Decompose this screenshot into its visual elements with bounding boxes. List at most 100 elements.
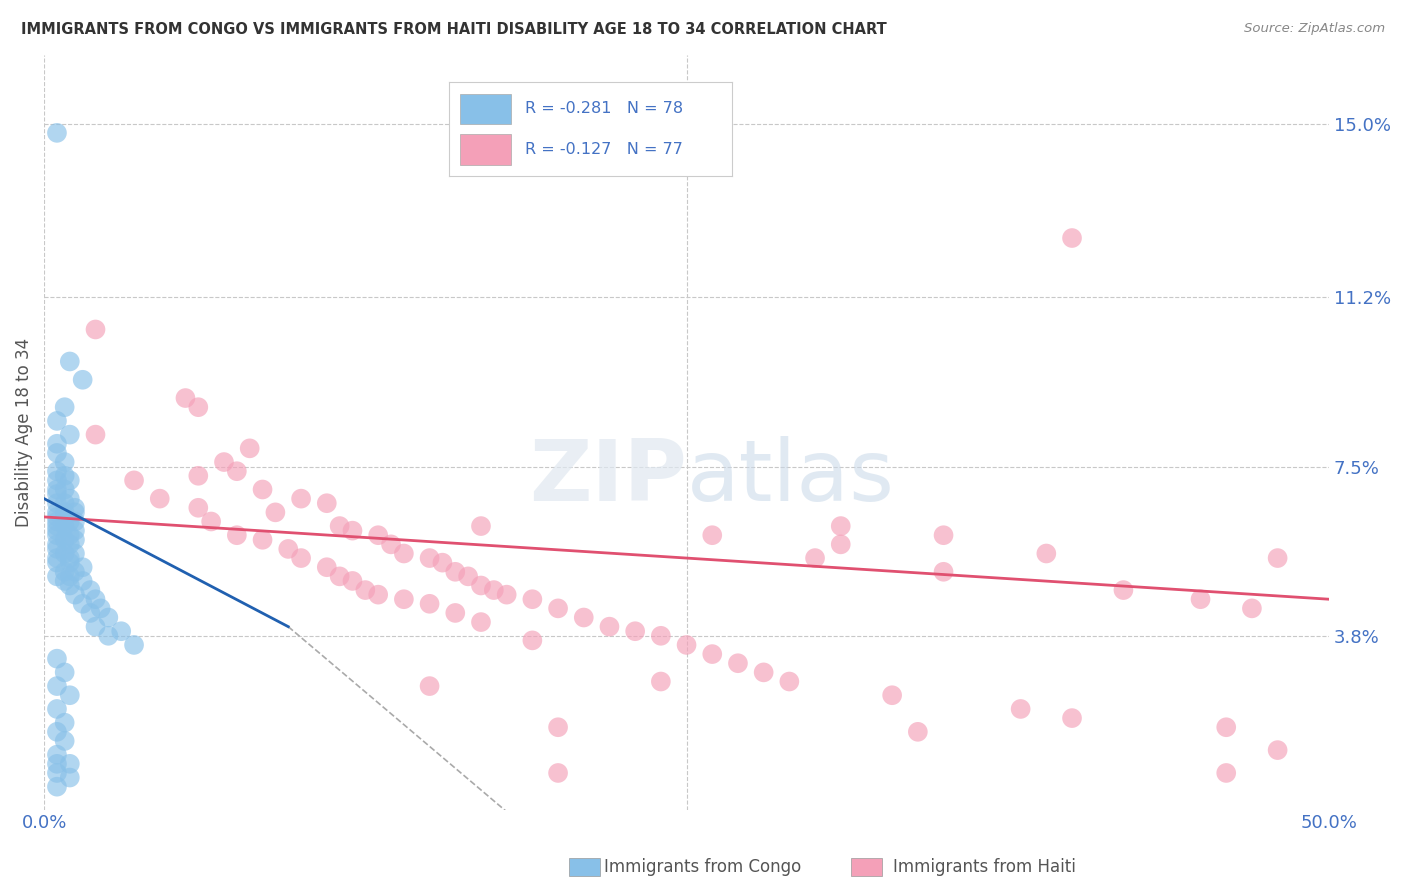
Point xyxy=(187,400,209,414)
Point xyxy=(72,373,94,387)
Point xyxy=(547,601,569,615)
Point xyxy=(84,427,107,442)
Point xyxy=(675,638,697,652)
Point xyxy=(122,474,145,488)
Point xyxy=(702,647,724,661)
Point xyxy=(354,583,377,598)
Point xyxy=(53,400,76,414)
Point xyxy=(84,620,107,634)
Point xyxy=(53,734,76,748)
Point xyxy=(59,556,82,570)
Point xyxy=(1060,711,1083,725)
Point xyxy=(367,528,389,542)
Point xyxy=(457,569,479,583)
Point xyxy=(72,574,94,588)
Point xyxy=(778,674,800,689)
Point xyxy=(882,688,904,702)
Point xyxy=(1189,592,1212,607)
Point xyxy=(367,588,389,602)
Point xyxy=(46,483,69,497)
Point xyxy=(315,496,337,510)
Point xyxy=(804,551,827,566)
Point xyxy=(53,483,76,497)
Point xyxy=(342,574,364,588)
Point xyxy=(46,446,69,460)
Point xyxy=(752,665,775,680)
Text: atlas: atlas xyxy=(686,436,894,519)
Point xyxy=(419,551,441,566)
Point xyxy=(46,487,69,501)
Point xyxy=(495,588,517,602)
Point xyxy=(46,537,69,551)
Y-axis label: Disability Age 18 to 34: Disability Age 18 to 34 xyxy=(15,338,32,527)
Point xyxy=(239,442,262,456)
Point xyxy=(650,674,672,689)
Point xyxy=(1215,720,1237,734)
Point xyxy=(46,551,69,566)
Text: Immigrants from Haiti: Immigrants from Haiti xyxy=(893,858,1076,876)
Point xyxy=(1112,583,1135,598)
Point xyxy=(97,629,120,643)
Point xyxy=(225,528,247,542)
Point xyxy=(53,519,76,533)
Point xyxy=(46,569,69,583)
Point xyxy=(932,565,955,579)
Point xyxy=(380,537,402,551)
Point xyxy=(46,414,69,428)
Point xyxy=(46,515,69,529)
Point xyxy=(46,510,69,524)
Point xyxy=(72,560,94,574)
Point xyxy=(650,629,672,643)
Point xyxy=(59,474,82,488)
Point xyxy=(90,601,112,615)
Point xyxy=(63,524,86,538)
Point xyxy=(59,427,82,442)
Point xyxy=(46,474,69,488)
Point xyxy=(264,505,287,519)
Point xyxy=(97,610,120,624)
Point xyxy=(63,505,86,519)
Point xyxy=(277,541,299,556)
Point xyxy=(932,528,955,542)
Point xyxy=(470,578,492,592)
Point xyxy=(329,569,352,583)
Point xyxy=(46,505,69,519)
Point xyxy=(110,624,132,639)
Point xyxy=(63,533,86,547)
Point xyxy=(46,524,69,538)
Point xyxy=(470,519,492,533)
Point xyxy=(63,500,86,515)
Point xyxy=(830,537,852,551)
Point xyxy=(46,541,69,556)
Point xyxy=(329,519,352,533)
Point xyxy=(482,583,505,598)
Point xyxy=(225,464,247,478)
Point xyxy=(392,592,415,607)
Point xyxy=(200,515,222,529)
Point xyxy=(444,565,467,579)
Point xyxy=(46,766,69,780)
Point xyxy=(59,756,82,771)
Point xyxy=(59,771,82,785)
Point xyxy=(1010,702,1032,716)
Point xyxy=(46,780,69,794)
Point xyxy=(46,126,69,140)
Point xyxy=(624,624,647,639)
Point xyxy=(46,464,69,478)
Point xyxy=(53,715,76,730)
Point xyxy=(53,455,76,469)
Point xyxy=(174,391,197,405)
Point xyxy=(63,565,86,579)
Point xyxy=(46,436,69,450)
Point xyxy=(46,528,69,542)
Point xyxy=(522,633,544,648)
Point xyxy=(63,515,86,529)
Point xyxy=(72,597,94,611)
Point xyxy=(1060,231,1083,245)
Point xyxy=(522,592,544,607)
Point xyxy=(53,510,76,524)
Point xyxy=(46,651,69,665)
Point xyxy=(46,724,69,739)
Point xyxy=(122,638,145,652)
Point xyxy=(727,657,749,671)
